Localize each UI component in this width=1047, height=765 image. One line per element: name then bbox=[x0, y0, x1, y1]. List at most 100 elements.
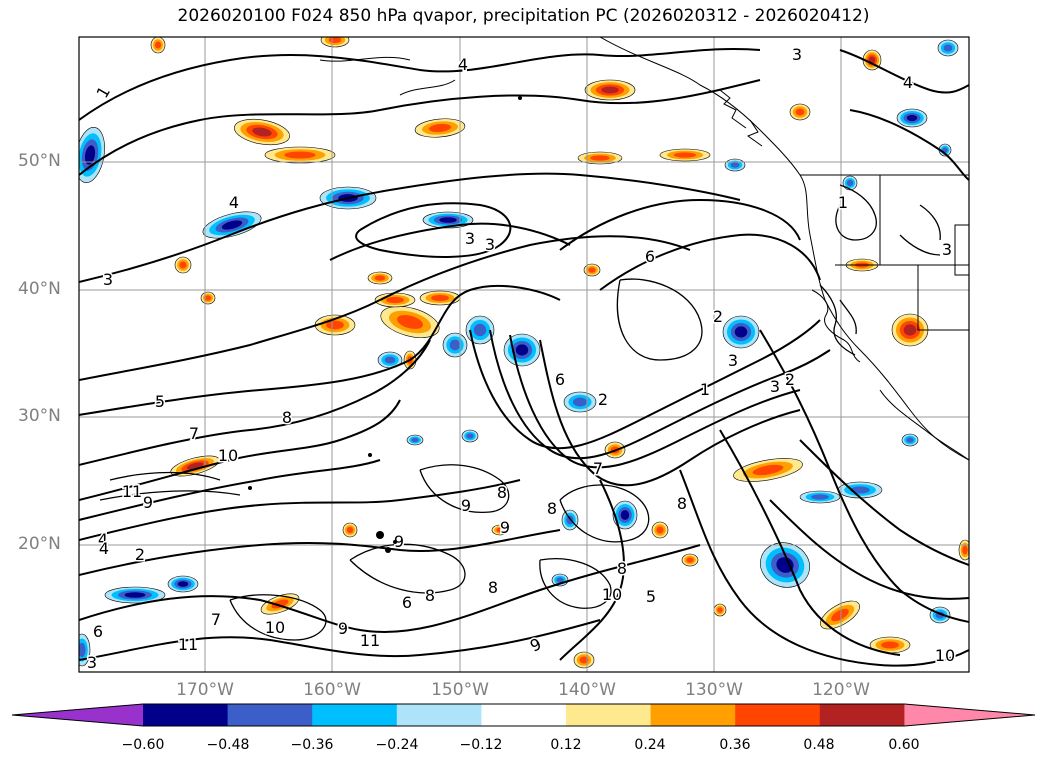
precip-anomaly-outline bbox=[174, 256, 192, 274]
precip-anomaly-patch bbox=[186, 462, 204, 470]
precip-anomaly-patch bbox=[881, 641, 899, 649]
contour-label: 9 bbox=[143, 493, 153, 512]
precip-anomaly-outline bbox=[320, 37, 350, 48]
precip-anomaly-patch bbox=[439, 217, 457, 223]
precip-anomaly-patch bbox=[411, 437, 419, 443]
contour-label: 6 bbox=[555, 370, 565, 389]
contour-label: 11 bbox=[178, 635, 198, 654]
colorbar-tick: 0.60 bbox=[888, 737, 920, 753]
precip-anomaly-outline bbox=[319, 186, 377, 210]
precip-anomaly-patch bbox=[177, 581, 189, 587]
lat-label-20n: 20°N bbox=[18, 534, 61, 554]
colorbar-tick: 0.48 bbox=[803, 737, 835, 753]
contour-label: 3 bbox=[942, 240, 952, 259]
precip-anomaly-outline bbox=[584, 79, 636, 101]
precip-anomaly-patch bbox=[328, 37, 342, 44]
precip-anomaly-patch bbox=[906, 437, 914, 443]
precip-anomaly-patch bbox=[384, 356, 396, 364]
contour-label: 5 bbox=[155, 392, 165, 411]
precip-anomaly-patch bbox=[449, 339, 461, 351]
map-title: 2026020100 F024 850 hPa qvapor, precipit… bbox=[177, 6, 870, 26]
precip-anomaly-outline bbox=[342, 522, 358, 538]
colorbar-bin bbox=[396, 704, 482, 726]
contours bbox=[79, 47, 969, 667]
precip-anomaly-patch bbox=[221, 220, 243, 230]
precip-anomaly-patch bbox=[903, 324, 917, 336]
precip-anomaly-outline bbox=[264, 146, 336, 164]
precip-anomaly-patch bbox=[717, 607, 723, 613]
precip-anomaly-patch bbox=[271, 599, 289, 609]
contour-label: 8 bbox=[677, 494, 687, 513]
contour-label: 3 bbox=[87, 653, 97, 672]
precip-anomaly-patch bbox=[154, 41, 162, 49]
colorbar-tick: 0.36 bbox=[719, 737, 751, 753]
precip-anomaly-patch bbox=[620, 510, 630, 520]
precip-anomaly-outline bbox=[722, 315, 760, 349]
contour-label: 8 bbox=[547, 499, 557, 518]
precip-anomaly-patch bbox=[730, 162, 740, 168]
precip-anomaly-outline bbox=[937, 39, 959, 57]
colorbar bbox=[11, 703, 1036, 727]
contour-label: 6 bbox=[402, 593, 412, 612]
contour-label: 3 bbox=[770, 377, 780, 396]
precip-anomaly-outline bbox=[799, 490, 841, 504]
precip-anomaly-outline bbox=[583, 263, 601, 277]
precip-anomaly-outline bbox=[551, 573, 569, 587]
precip-anomaly-outline bbox=[842, 175, 858, 191]
colorbar-tick: −0.48 bbox=[206, 737, 250, 753]
precip-anomaly-outline bbox=[465, 315, 495, 345]
colorbar-bin bbox=[143, 704, 229, 726]
precip-anomaly-patch bbox=[397, 315, 423, 329]
precip-anomaly-outline bbox=[406, 434, 424, 446]
contour-label: 9 bbox=[461, 496, 471, 515]
colorbar-tick: 0.12 bbox=[550, 737, 582, 753]
colorbar-tick: 0.24 bbox=[634, 737, 666, 753]
lon-label-130w: 130°W bbox=[685, 680, 743, 700]
contours-thin bbox=[99, 184, 941, 641]
contour-label: 3 bbox=[485, 235, 495, 254]
precip-anomaly-outline bbox=[380, 306, 440, 338]
state-borders bbox=[800, 174, 969, 331]
precip-anomaly-outline bbox=[651, 521, 669, 539]
precip-anomaly-patch bbox=[831, 608, 849, 622]
contour-label: 11 bbox=[360, 631, 380, 650]
precip-anomaly-outline bbox=[150, 37, 166, 54]
lon-label-120w: 120°W bbox=[812, 680, 870, 700]
contour-label: 10 bbox=[935, 646, 955, 665]
precip-anomaly-outline bbox=[461, 429, 479, 443]
colorbar-outline bbox=[11, 703, 1036, 727]
precip-anomaly-outline bbox=[104, 586, 166, 604]
precip-anomaly-patch bbox=[601, 86, 619, 94]
precip-anomaly-patch bbox=[943, 44, 953, 52]
precip-anomaly-outline bbox=[901, 433, 919, 447]
contour-label: 8 bbox=[617, 559, 627, 578]
precip-anomaly-patch bbox=[673, 152, 697, 158]
precip-anomaly-patch bbox=[179, 261, 187, 269]
precip-anomaly-patch bbox=[686, 557, 694, 563]
contour-label: 8 bbox=[282, 408, 292, 427]
precip-anomaly-outline bbox=[789, 103, 811, 121]
precip-anomaly-outline bbox=[820, 600, 860, 630]
precip-anomaly-outline bbox=[760, 542, 810, 588]
contour-label: 1 bbox=[700, 380, 710, 399]
contour-label: 8 bbox=[488, 578, 498, 597]
contour-label: 9 bbox=[338, 619, 348, 638]
precip-anomaly-outline bbox=[896, 108, 928, 128]
contour-label: 7 bbox=[189, 424, 199, 443]
precip-anomaly-patch bbox=[515, 344, 529, 356]
contour-label: 10 bbox=[218, 446, 238, 465]
contour-label: 11 bbox=[122, 482, 142, 501]
contour-label: 9 bbox=[394, 532, 404, 551]
precip-anomaly-outline bbox=[577, 151, 623, 165]
colorbar-bin bbox=[819, 704, 905, 726]
precip-anomaly-outline bbox=[414, 118, 466, 138]
contour-label: 1 bbox=[838, 193, 848, 212]
precip-anomaly-patch bbox=[204, 295, 212, 301]
precip-anomaly-patch bbox=[284, 151, 316, 159]
precip-anomaly-patch bbox=[572, 397, 588, 407]
map-frame bbox=[78, 36, 970, 673]
precip-anomaly-outline bbox=[681, 553, 699, 567]
